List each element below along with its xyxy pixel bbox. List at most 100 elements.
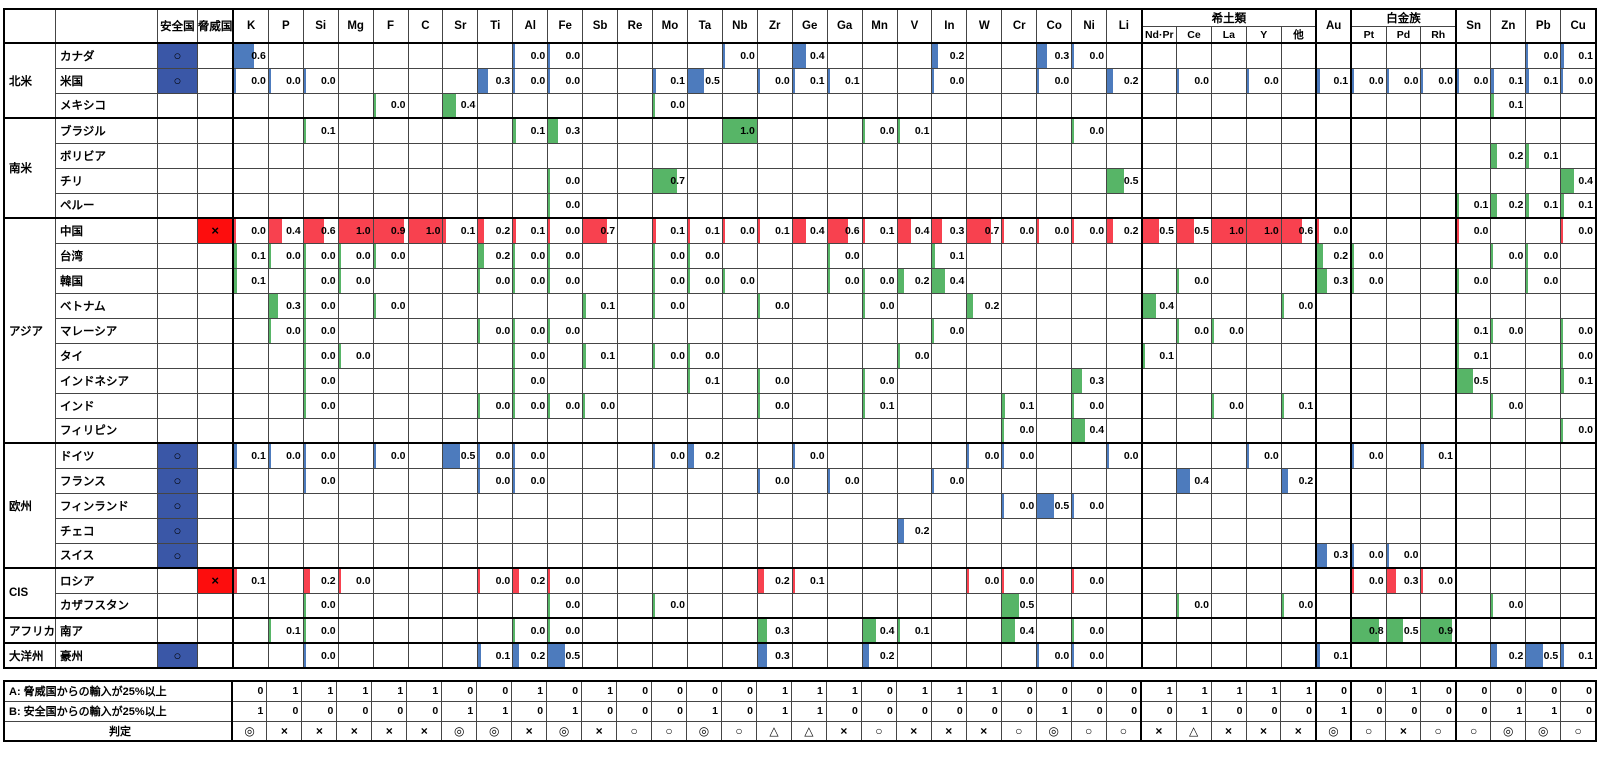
value-cell xyxy=(1385,267,1422,294)
value-cell xyxy=(652,467,688,494)
value-bar xyxy=(1282,294,1284,317)
value-cell xyxy=(1385,592,1422,619)
value-cell xyxy=(1315,117,1352,144)
country-label: フィリピン xyxy=(55,417,158,444)
country-label: ロシア xyxy=(55,567,158,594)
value-cell: 0.0 xyxy=(652,342,688,369)
value-text: 0.0 xyxy=(355,574,371,587)
value-text: 0.6 xyxy=(1298,224,1314,237)
value-text: 0.0 xyxy=(321,299,336,312)
element-col-header: Ge xyxy=(791,8,828,44)
value-bar xyxy=(932,269,946,292)
value-bar xyxy=(1318,544,1327,567)
value-cell xyxy=(1454,567,1492,594)
value-cell xyxy=(302,167,339,194)
value-cell xyxy=(861,567,898,594)
value-cell xyxy=(1001,292,1038,319)
value-cell xyxy=(1280,367,1317,394)
value-bar xyxy=(828,269,830,292)
value-cell xyxy=(1420,542,1457,569)
value-cell xyxy=(1350,342,1387,369)
value-bar xyxy=(1318,645,1320,667)
summary-cell: 1 xyxy=(895,680,932,702)
safe-indicator: ○ xyxy=(156,492,198,519)
value-cell xyxy=(1210,367,1247,394)
value-cell xyxy=(1280,417,1317,444)
value-cell xyxy=(1315,392,1352,419)
value-cell: 0.0 xyxy=(302,242,339,269)
value-text: 0.1 xyxy=(914,124,930,137)
value-bar xyxy=(304,294,306,317)
value-cell xyxy=(617,167,653,194)
value-cell xyxy=(1001,92,1038,119)
summary-cell: 0 xyxy=(895,700,932,722)
value-cell xyxy=(1140,117,1177,144)
value-cell xyxy=(756,192,793,219)
value-text: 0.2 xyxy=(495,249,511,262)
value-cell xyxy=(267,192,304,219)
threat-indicator xyxy=(196,317,234,344)
value-cell: 0.0 xyxy=(1350,67,1387,94)
value-cell xyxy=(1106,142,1143,169)
value-cell xyxy=(721,592,758,619)
value-text: 0.1 xyxy=(705,224,720,237)
value-cell: 0.5 xyxy=(1001,592,1038,619)
country-row: ベトナム 0.3 0.0 0.0 0.1 0.0 0.0 0.0 0.2 0.4 0.0 xyxy=(4,292,1597,319)
value-text: 0.0 xyxy=(530,74,546,87)
value-text: 0.0 xyxy=(1089,649,1105,662)
element-col-header: Fe xyxy=(547,8,584,44)
value-cell xyxy=(1245,92,1282,119)
value-cell: 0.1 xyxy=(232,567,269,594)
value-cell xyxy=(1454,517,1492,544)
value-text: 0.0 xyxy=(1543,249,1559,262)
value-cell xyxy=(861,542,898,569)
value-cell xyxy=(966,492,1003,519)
value-cell xyxy=(896,442,933,469)
value-text: 0.0 xyxy=(495,449,511,462)
value-text: 0.1 xyxy=(949,249,965,262)
value-cell xyxy=(1454,167,1492,194)
value-bar xyxy=(1002,494,1005,517)
value-cell xyxy=(1560,142,1597,169)
value-cell: 0.0 xyxy=(652,592,688,619)
value-bar xyxy=(374,294,376,317)
value-cell: 0.0 xyxy=(547,592,584,619)
value-text: 0.4 xyxy=(286,224,301,237)
value-cell xyxy=(1001,642,1038,669)
value-cell: 0.0 xyxy=(1071,392,1108,419)
summary-cell: 0 xyxy=(965,700,1002,722)
element-col-header: Zr xyxy=(756,8,793,44)
value-text: 0.0 xyxy=(1019,574,1035,587)
threat-indicator xyxy=(196,117,234,144)
safe-indicator: ○ xyxy=(156,442,198,469)
value-cell xyxy=(302,142,339,169)
value-cell xyxy=(477,592,514,619)
value-cell xyxy=(267,392,304,419)
value-text: 0.5 xyxy=(1019,599,1035,612)
value-cell xyxy=(1525,92,1562,119)
value-cell xyxy=(1560,292,1597,319)
value-cell xyxy=(1525,217,1562,244)
element-col-header: Mg xyxy=(337,8,374,44)
value-text: 0.3 xyxy=(286,299,301,312)
value-bar xyxy=(653,445,655,467)
value-text: 0.7 xyxy=(670,174,685,187)
value-cell xyxy=(617,67,653,94)
value-cell xyxy=(1140,67,1177,94)
value-cell: 0.1 xyxy=(477,642,514,669)
value-cell xyxy=(1525,292,1562,319)
value-bar xyxy=(304,369,306,392)
value-cell xyxy=(1280,542,1317,569)
value-cell xyxy=(372,517,409,544)
summary-cell: 1 xyxy=(511,680,548,702)
value-cell: 0.0 xyxy=(1001,217,1038,244)
value-text: 0.0 xyxy=(844,249,860,262)
value-cell: 0.0 xyxy=(756,367,793,394)
summary-cell: × xyxy=(895,720,932,742)
value-bar xyxy=(688,369,691,392)
summary-cell: × xyxy=(266,720,303,742)
value-bar xyxy=(513,394,516,417)
summary-cell: × xyxy=(406,720,443,742)
rare-earth-group-header: 希土類 xyxy=(1140,8,1317,27)
value-cell xyxy=(1490,467,1527,494)
